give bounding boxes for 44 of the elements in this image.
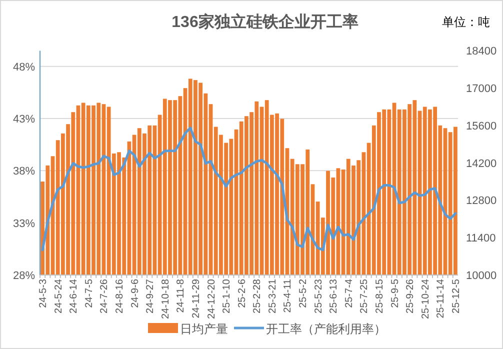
y2-tick-label: 17000 [466,83,497,96]
y2-tick-label: 11400 [466,232,496,245]
chart-title: 136家独立硅铁企业开工率 [172,12,358,31]
x-tick-label: 24-11-29 [190,278,202,318]
x-tick-label: 24-6-14 [68,278,80,314]
text: 单位：吨 [442,15,490,29]
y2-tick-label: 18400 [466,46,497,58]
x-tick-label: 25-9-26 [405,278,416,314]
x-tick-label: 25-6-13 [328,278,340,314]
x-tick-label: 25-12-5 [450,278,462,314]
legend-label: 日均产量 [180,322,228,336]
y-tick-label: 48% [12,61,36,74]
x-tick-label: 24-7-5 [84,278,95,308]
legend-label: 开工率（产能利用率） [266,322,386,336]
x-tick-label: 24-12-20 [206,278,218,320]
x-tick-label: 24-5-24 [53,278,64,314]
x-tick-label: 24-9-6 [130,278,141,308]
x-tick-label: 24-10-18 [160,278,172,320]
y-tick-label: 28% [12,270,36,282]
x-tick-label: 25-3-21 [267,278,278,314]
x-tick-label: 24-9-27 [145,278,156,314]
y-tick-label: 33% [12,218,36,230]
x-tick-label: 25-2-6 [236,278,248,308]
y2-tick-label: 10000 [466,270,497,282]
y2-tick-label: 12800 [466,195,497,208]
x-tick-label: 25-7-25 [359,278,370,314]
x-tick-label: 25-2-28 [252,278,264,314]
x-tick-label: 25-4-11 [282,278,294,313]
x-tick-label: 25-5-2 [298,278,310,308]
x-tick-label: 25-10-24 [420,278,432,320]
x-tick-label: 24-8-16 [114,278,126,314]
x-tick-label: 25-7-4 [344,278,355,308]
x-tick-label: 24-7-26 [99,278,110,314]
x-tick-label: 25-8-15 [374,278,386,314]
x-tick-label: 24-5-3 [38,278,50,308]
y-tick-label: 43% [12,114,36,126]
y2-tick-label: 14200 [466,158,497,170]
x-tick-label: 25-5-23 [313,278,324,314]
x-tick-label: 24-11-8 [176,278,187,313]
x-tick-label: 25-11-14 [436,278,447,318]
y-tick-label: 38% [12,166,36,178]
x-tick-label: 25-9-5 [390,278,401,308]
x-tick-label: 25-1-10 [222,278,233,314]
y2-tick-label: 15600 [466,120,497,132]
